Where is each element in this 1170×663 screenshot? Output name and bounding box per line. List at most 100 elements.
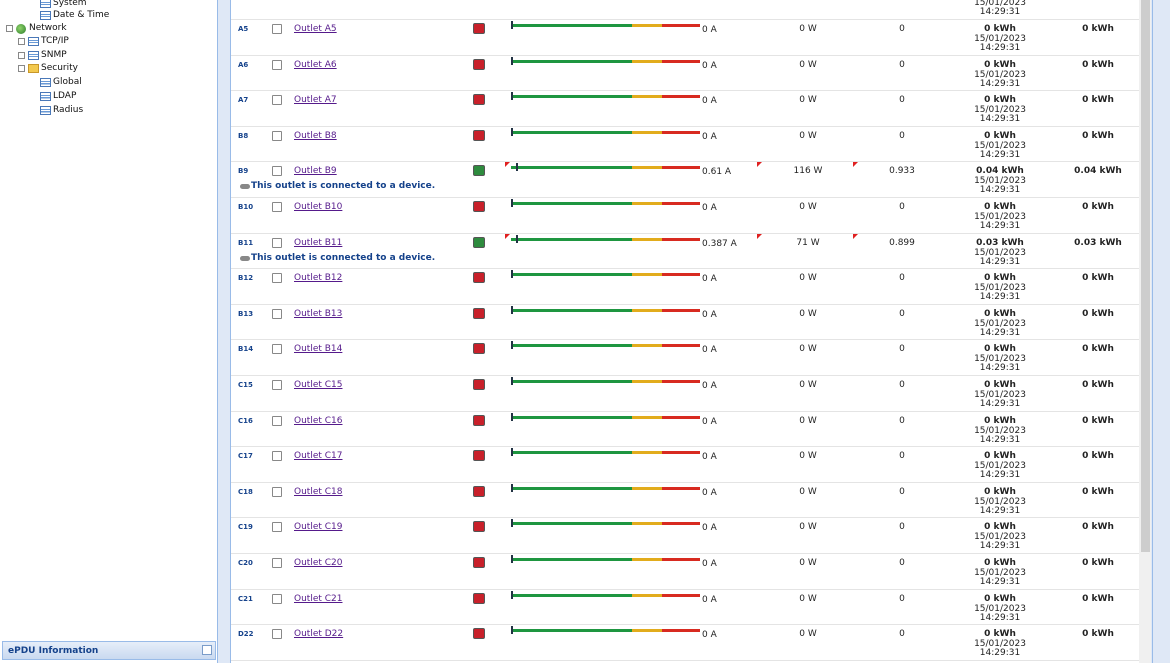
energy-date: 15/01/2023 (974, 283, 1026, 294)
power: 0 W (799, 202, 817, 212)
row-separator (231, 19, 1139, 20)
outlet-link[interactable]: Outlet C15 (294, 380, 343, 390)
checkbox[interactable] (272, 166, 282, 177)
tree-item[interactable]: Network (29, 23, 67, 33)
current: 0 A (702, 60, 717, 71)
outlet-link[interactable]: Outlet C20 (294, 558, 343, 568)
row-separator (231, 303, 1139, 305)
energy: 0 kWh (984, 24, 1016, 34)
total-energy: 0 kWh (1082, 593, 1114, 604)
outlet-link[interactable]: Outlet B13 (294, 308, 343, 319)
gauge-green (511, 522, 632, 526)
checkbox[interactable] (272, 629, 282, 640)
checkbox[interactable] (272, 237, 282, 248)
checkbox[interactable] (272, 308, 282, 319)
checkbox[interactable] (272, 558, 282, 568)
energy: 0 kWh (984, 522, 1016, 533)
gauge-marker (511, 483, 513, 492)
energy: 0 kWh (984, 629, 1016, 640)
outlet-link[interactable]: Outlet C16 (294, 415, 343, 426)
expander[interactable] (18, 65, 25, 72)
tree-item[interactable]: SNMP (41, 50, 67, 60)
energy: 0 kWh (984, 273, 1016, 284)
total-energy: 0 kWh (1082, 380, 1114, 390)
gauge-green (511, 629, 632, 633)
checkbox[interactable] (272, 451, 282, 462)
checkbox[interactable] (272, 593, 282, 604)
outlet-link[interactable]: Outlet B14 (294, 344, 343, 355)
gauge-marker (511, 92, 513, 101)
expander[interactable] (18, 52, 25, 59)
power: 0 W (799, 59, 817, 70)
tree-item[interactable]: Global (53, 77, 82, 87)
tree-item[interactable]: TCP/IP (41, 36, 69, 46)
splitter (218, 0, 231, 663)
energy: 0.04 kWh (976, 166, 1024, 177)
current: 0 A (702, 594, 717, 605)
expander[interactable] (18, 38, 25, 45)
checkbox[interactable] (272, 24, 282, 34)
outlet-link[interactable]: Outlet D22 (294, 629, 344, 640)
gauge-green (511, 486, 632, 490)
gauge-yellow (632, 308, 662, 312)
checkbox[interactable] (272, 130, 282, 141)
energy-time: 14:29:31 (979, 292, 1021, 303)
outlet-link[interactable]: Outlet C18 (294, 486, 343, 497)
outlet-link[interactable]: Outlet A5 (294, 24, 337, 34)
tree-item[interactable]: System (53, 0, 87, 8)
tree-item[interactable]: Radius (53, 105, 84, 115)
outlet-link[interactable]: Outlet A6 (294, 59, 337, 70)
energy-time: 14:29:31 (979, 612, 1021, 623)
checkbox[interactable] (272, 202, 282, 212)
gauge-red (662, 308, 700, 312)
sidebar: System Date & Time Network TCP/IP SNMP Securi… (0, 0, 218, 663)
power: 0 W (799, 486, 817, 497)
checkbox[interactable] (272, 273, 282, 284)
gauge-marker (511, 56, 513, 65)
gauge-green (511, 558, 632, 561)
energy-time: 14:29:31 (979, 648, 1021, 659)
info-panel-header[interactable]: ePDU Information (2, 641, 216, 660)
energy-date: 15/01/2023 (974, 69, 1026, 80)
outlet-id: C18 (238, 487, 253, 496)
power-factor: 0 (899, 273, 905, 284)
outlet-link[interactable]: Outlet B11 (294, 237, 343, 248)
row-separator (231, 197, 1139, 198)
outlet-link[interactable]: Outlet B10 (294, 202, 343, 212)
energy: 0.03 kWh (976, 237, 1024, 248)
collapse-button[interactable] (202, 645, 212, 655)
outlet-link[interactable]: Outlet B12 (294, 273, 343, 284)
scrollbar-thumb[interactable] (1141, 0, 1150, 552)
energy-time: 14:29:31 (979, 363, 1021, 374)
checkbox[interactable] (272, 380, 282, 390)
checkbox[interactable] (272, 95, 282, 106)
outlet-id: C19 (238, 523, 253, 532)
outlet-link[interactable]: Outlet A7 (294, 95, 337, 106)
energy-time: 14:29:31 (979, 78, 1021, 89)
device-icon (240, 184, 250, 190)
checkbox[interactable] (272, 415, 282, 426)
tree-item[interactable]: Security (41, 63, 78, 73)
outlet-link[interactable]: Outlet C21 (294, 593, 343, 604)
outlet-link[interactable]: Outlet C19 (294, 522, 343, 533)
expander[interactable] (6, 25, 13, 32)
tree-item[interactable]: Date & Time (53, 10, 110, 20)
gauge-green (511, 593, 632, 597)
checkbox[interactable] (272, 344, 282, 355)
power-factor: 0 (899, 130, 905, 141)
tree-item[interactable]: LDAP (53, 91, 77, 101)
checkbox[interactable] (272, 486, 282, 497)
gauge-marker (511, 377, 513, 385)
outlet-link[interactable]: Outlet C17 (294, 451, 343, 462)
outlet-link[interactable]: Outlet B8 (294, 130, 337, 141)
gauge-marker (511, 127, 513, 136)
outlet-link[interactable]: Outlet B9 (294, 166, 337, 177)
outlet-id: C21 (238, 594, 253, 603)
gauge-marker (511, 448, 513, 457)
checkbox[interactable] (272, 522, 282, 533)
checkbox[interactable] (272, 59, 282, 70)
